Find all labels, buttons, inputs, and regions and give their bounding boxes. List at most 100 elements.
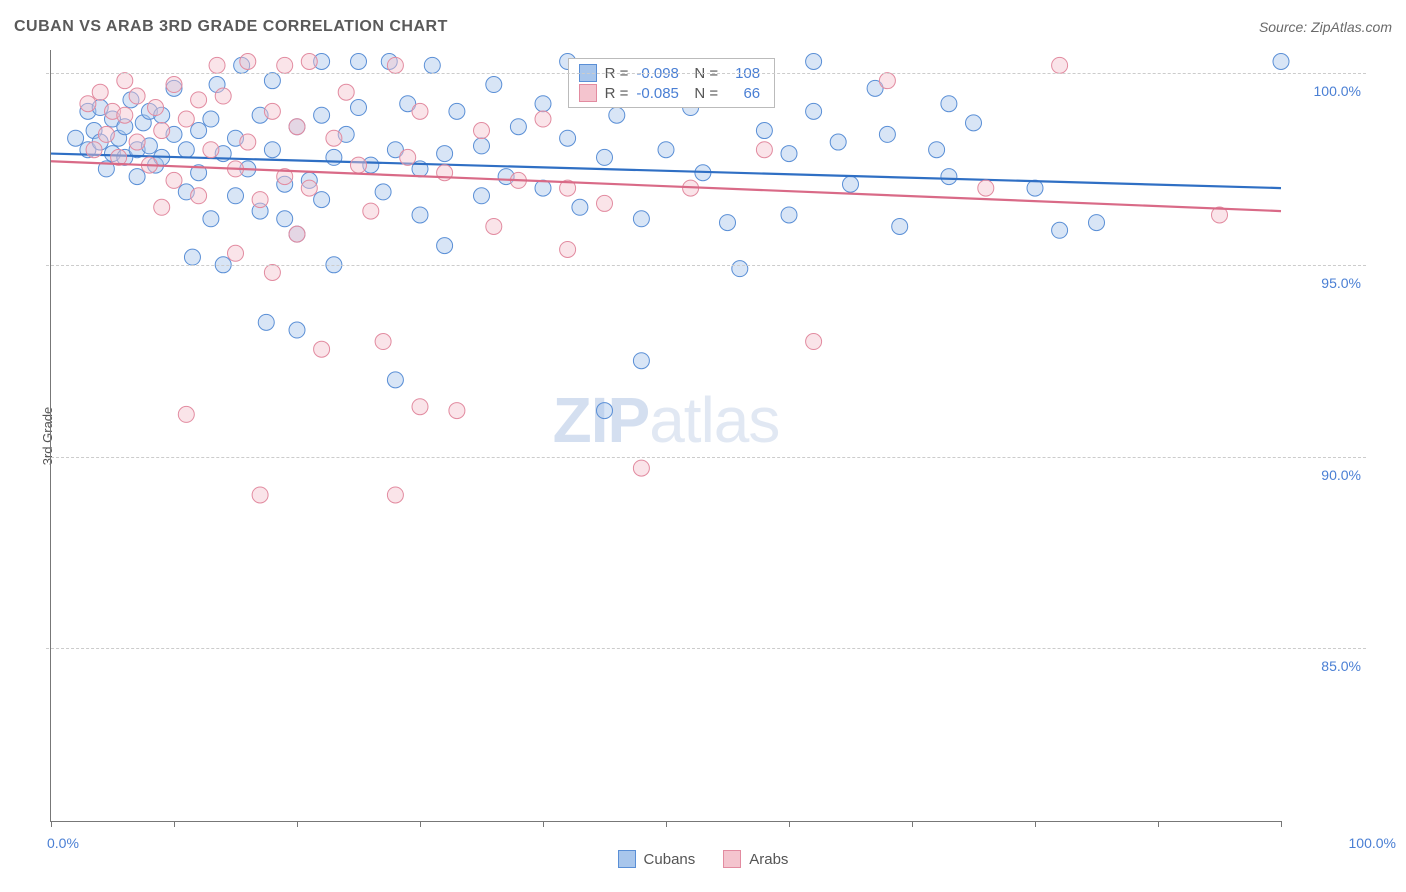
data-point <box>166 172 182 188</box>
data-point <box>781 146 797 162</box>
data-point <box>80 96 96 112</box>
data-point <box>252 192 268 208</box>
data-point <box>209 57 225 73</box>
data-point <box>437 146 453 162</box>
data-point <box>560 130 576 146</box>
data-point <box>289 119 305 135</box>
data-point <box>129 88 145 104</box>
data-point <box>326 149 342 165</box>
data-point <box>879 126 895 142</box>
data-point <box>184 249 200 265</box>
data-point <box>1052 222 1068 238</box>
data-point <box>830 134 846 150</box>
data-point <box>597 403 613 419</box>
data-point <box>264 103 280 119</box>
data-point <box>387 487 403 503</box>
y-tick-label: 85.0% <box>1321 658 1361 674</box>
data-point <box>486 77 502 93</box>
data-point <box>215 88 231 104</box>
data-point <box>314 192 330 208</box>
data-point <box>449 103 465 119</box>
data-point <box>732 261 748 277</box>
data-point <box>92 84 108 100</box>
data-point <box>314 107 330 123</box>
data-point <box>117 73 133 89</box>
data-point <box>756 123 772 139</box>
plot-container: 3rd Grade ZIPatlas R = -0.098 N = 108 R … <box>50 50 1366 822</box>
plot-area: ZIPatlas R = -0.098 N = 108 R = -0.085 N… <box>50 50 1281 822</box>
data-point <box>289 322 305 338</box>
data-point <box>228 245 244 261</box>
data-point <box>633 460 649 476</box>
data-point <box>966 115 982 131</box>
data-point <box>258 314 274 330</box>
chart-title: CUBAN VS ARAB 3RD GRADE CORRELATION CHAR… <box>14 18 448 36</box>
data-point <box>68 130 84 146</box>
data-point <box>191 92 207 108</box>
data-point <box>535 96 551 112</box>
data-point <box>941 169 957 185</box>
data-point <box>301 180 317 196</box>
data-point <box>314 341 330 357</box>
data-point <box>148 100 164 116</box>
swatch-icon <box>723 850 741 868</box>
data-point <box>129 134 145 150</box>
correlation-legend: R = -0.098 N = 108 R = -0.085 N = 66 <box>568 58 776 108</box>
data-point <box>86 142 102 158</box>
data-point <box>178 142 194 158</box>
data-point <box>264 73 280 89</box>
data-point <box>806 54 822 70</box>
data-point <box>633 211 649 227</box>
data-point <box>178 111 194 127</box>
data-point <box>806 334 822 350</box>
data-point <box>301 54 317 70</box>
n-value-arabs: 66 <box>726 85 760 102</box>
data-point <box>351 157 367 173</box>
r-value-arabs: -0.085 <box>636 85 686 102</box>
swatch-arabs <box>579 84 597 102</box>
data-point <box>154 123 170 139</box>
data-point <box>375 184 391 200</box>
data-point <box>474 188 490 204</box>
data-point <box>166 77 182 93</box>
data-point <box>203 142 219 158</box>
data-point <box>98 126 114 142</box>
y-tick-label: 90.0% <box>1321 467 1361 483</box>
data-point <box>264 264 280 280</box>
data-point <box>191 123 207 139</box>
data-point <box>375 334 391 350</box>
y-tick-label: 100.0% <box>1314 83 1361 99</box>
data-point <box>117 107 133 123</box>
data-point <box>178 406 194 422</box>
data-point <box>781 207 797 223</box>
data-point <box>449 403 465 419</box>
data-point <box>510 119 526 135</box>
data-point <box>892 218 908 234</box>
data-point <box>978 180 994 196</box>
data-point <box>756 142 772 158</box>
data-point <box>400 149 416 165</box>
data-point <box>252 487 268 503</box>
data-point <box>351 100 367 116</box>
data-point <box>240 54 256 70</box>
data-point <box>203 111 219 127</box>
data-point <box>363 203 379 219</box>
data-point <box>412 103 428 119</box>
data-point <box>1273 54 1289 70</box>
data-point <box>572 199 588 215</box>
data-point <box>129 169 145 185</box>
data-point <box>351 54 367 70</box>
data-point <box>474 138 490 154</box>
scatter-svg <box>51 50 1281 821</box>
data-point <box>191 188 207 204</box>
data-point <box>720 215 736 231</box>
data-point <box>387 57 403 73</box>
data-point <box>437 238 453 254</box>
data-point <box>535 111 551 127</box>
data-point <box>929 142 945 158</box>
data-point <box>424 57 440 73</box>
data-point <box>338 84 354 100</box>
data-point <box>289 226 305 242</box>
x-min-label: 0.0% <box>47 835 79 851</box>
data-point <box>474 123 490 139</box>
